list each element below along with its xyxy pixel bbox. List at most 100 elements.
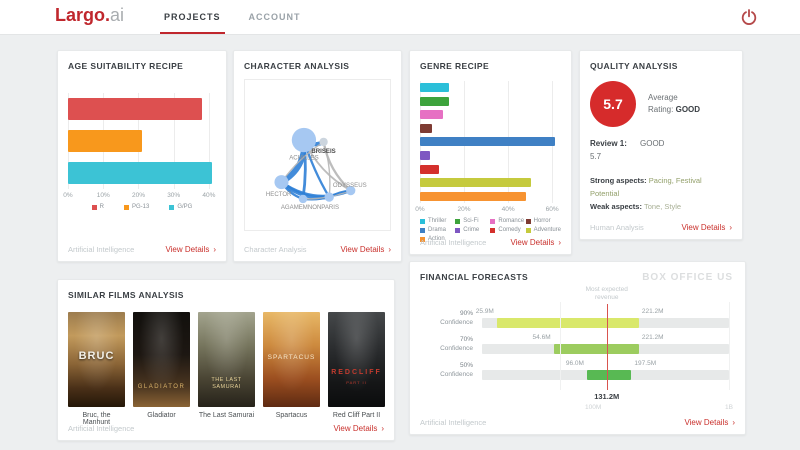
view-details-label: View Details — [340, 245, 385, 254]
bar-drama — [420, 137, 556, 147]
poster-subtitle: PART II — [346, 380, 367, 386]
legend-item-horror: Horror — [525, 218, 561, 224]
card-title: QUALITY ANALYSIS — [590, 61, 678, 71]
poster-title: BRUC — [78, 350, 115, 362]
card-age-suitability: AGE SUITABILITY RECIPE 0% 10% 20% 30% 40% R P… — [57, 50, 227, 262]
chevron-right-icon: › — [213, 245, 216, 254]
confidence-label: 70% Confidence — [420, 336, 482, 354]
view-details-link[interactable]: View Details › — [340, 245, 391, 254]
view-details-label: View Details — [165, 245, 210, 254]
tick-label: 30% — [167, 192, 181, 199]
bar-action — [420, 191, 526, 201]
footer-label: Character Analysis — [244, 245, 307, 254]
tick-label: 0% — [63, 192, 73, 199]
node-briseis[interactable] — [319, 137, 328, 147]
node-agamemnon[interactable] — [298, 194, 308, 204]
view-details-link[interactable]: View Details › — [681, 223, 732, 232]
node-paris[interactable] — [324, 192, 334, 202]
logout-button[interactable] — [740, 8, 758, 26]
node-label-hector: HECTOR — [266, 191, 292, 198]
film-poster[interactable]: GLADIATOR — [133, 312, 190, 407]
card-footer: Character Analysis View Details › — [244, 245, 391, 254]
card-footer: Artificial Intelligence View Details › — [68, 245, 216, 254]
chart-plot — [420, 81, 561, 203]
film-caption: Spartacus — [275, 412, 308, 419]
confidence-pct: 70% — [459, 336, 473, 343]
film-poster[interactable]: SPARTACUS — [263, 312, 320, 407]
tab-projects[interactable]: PROJECTS — [150, 0, 235, 34]
strong-aspects-label: Strong aspects: — [590, 176, 647, 185]
legend-label: Romance — [498, 218, 525, 224]
character-network-graph: ACHILLES BRISEIS HECTOR AGAMEMNON PARIS ODYSS… — [244, 79, 391, 231]
bars — [420, 81, 561, 203]
card-title: CHARACTER ANALYSIS — [244, 61, 350, 71]
logo[interactable]: Largo.ai — [55, 5, 124, 26]
average-label-line2: Rating: — [648, 105, 674, 114]
legend-item-sci-fi: Sci-Fi — [455, 218, 490, 224]
chevron-right-icon: › — [732, 418, 735, 427]
legend-label: R — [99, 204, 104, 210]
legend-swatch — [455, 218, 461, 224]
poster-title: THE LAST SAMURAI — [211, 376, 242, 391]
tab-account[interactable]: ACCOUNT — [235, 0, 315, 34]
film-item: SPARTACUS Spartacus — [263, 312, 320, 426]
legend-item-crime: Crime — [455, 227, 490, 233]
legend-swatch — [169, 204, 175, 210]
chart-plot — [68, 93, 216, 189]
view-details-link[interactable]: View Details › — [165, 245, 216, 254]
view-details-link[interactable]: View Details › — [684, 418, 735, 427]
weak-aspects-label: Weak aspects: — [590, 201, 642, 211]
view-details-link[interactable]: View Details › — [510, 238, 561, 247]
legend-item-drama: Drama — [420, 227, 455, 233]
bar-pg-13 — [68, 130, 142, 152]
film-poster[interactable]: BRUC — [68, 312, 125, 407]
card-financial-forecasts: FINANCIAL FORECASTS BOX OFFICE US 90% Con… — [409, 261, 746, 435]
node-label-briseis: BRISEIS — [311, 148, 335, 155]
node-odysseus[interactable] — [346, 185, 356, 196]
confidence-pct: 50% — [459, 362, 473, 369]
card-footer: Artificial Intelligence View Details › — [68, 424, 384, 433]
legend-swatch — [91, 204, 97, 210]
legend-swatch — [420, 218, 425, 224]
range-low-label: 54.6M — [532, 334, 551, 341]
average-rating-value: GOOD — [675, 105, 701, 114]
range-bar — [553, 344, 639, 354]
card-footer: Artificial Intelligence View Details › — [420, 238, 561, 247]
legend-swatch — [490, 227, 496, 233]
average-rating: Average Rating: GOOD — [648, 92, 700, 116]
review-label: Review 1: — [590, 139, 627, 148]
weak-aspects-value: Tone, Style — [643, 201, 682, 211]
range-bar — [496, 318, 639, 328]
films-row: BRUC Bruc, the Manhunt GLADIATOR Gladiator T… — [68, 312, 385, 426]
view-details-link[interactable]: View Details › — [333, 424, 384, 433]
node-label-agamemnon: AGAMEMNON — [281, 204, 322, 211]
film-poster[interactable]: THE LAST SAMURAI — [198, 312, 255, 407]
genre-legend: Thriller Sci-Fi Romance Horror Drama Crime Com… — [420, 218, 561, 242]
film-caption: Gladiator — [147, 412, 176, 419]
expected-revenue-value: 131.2M — [594, 392, 620, 401]
edge-briseis-paris — [322, 141, 331, 198]
card-genre-recipe: GENRE RECIPE 0% 20% 40% 60% Thriller Sci-Fi R… — [409, 50, 572, 255]
power-icon — [741, 9, 757, 25]
footer-label: Artificial Intelligence — [68, 245, 135, 254]
chevron-right-icon: › — [558, 238, 561, 247]
box-office-label: BOX OFFICE US — [642, 272, 733, 283]
tick-label: 0% — [415, 206, 425, 213]
card-quality-analysis: QUALITY ANALYSIS 5.7 Average Rating: GOO… — [579, 50, 743, 240]
legend-item-comedy: Comedy — [490, 227, 525, 233]
chevron-right-icon: › — [729, 223, 732, 232]
footer-label: Artificial Intelligence — [420, 418, 487, 427]
film-poster[interactable]: REDCLIFF PART II — [328, 312, 385, 407]
expected-label-line1: Most expected — [585, 286, 628, 293]
genre-recipe-chart: 0% 20% 40% 60% — [415, 81, 561, 216]
bar-crime — [420, 151, 430, 160]
film-item: BRUC Bruc, the Manhunt — [68, 312, 125, 426]
legend-swatch — [420, 236, 425, 242]
expected-label-line2: revenue — [594, 294, 619, 302]
node-achilles[interactable] — [291, 127, 317, 153]
legend-item-action: Action — [420, 236, 455, 242]
tick-label: 20% — [131, 192, 145, 199]
bar-horror — [420, 123, 433, 133]
legend-label: Comedy — [498, 227, 521, 233]
node-hector[interactable] — [274, 175, 289, 190]
